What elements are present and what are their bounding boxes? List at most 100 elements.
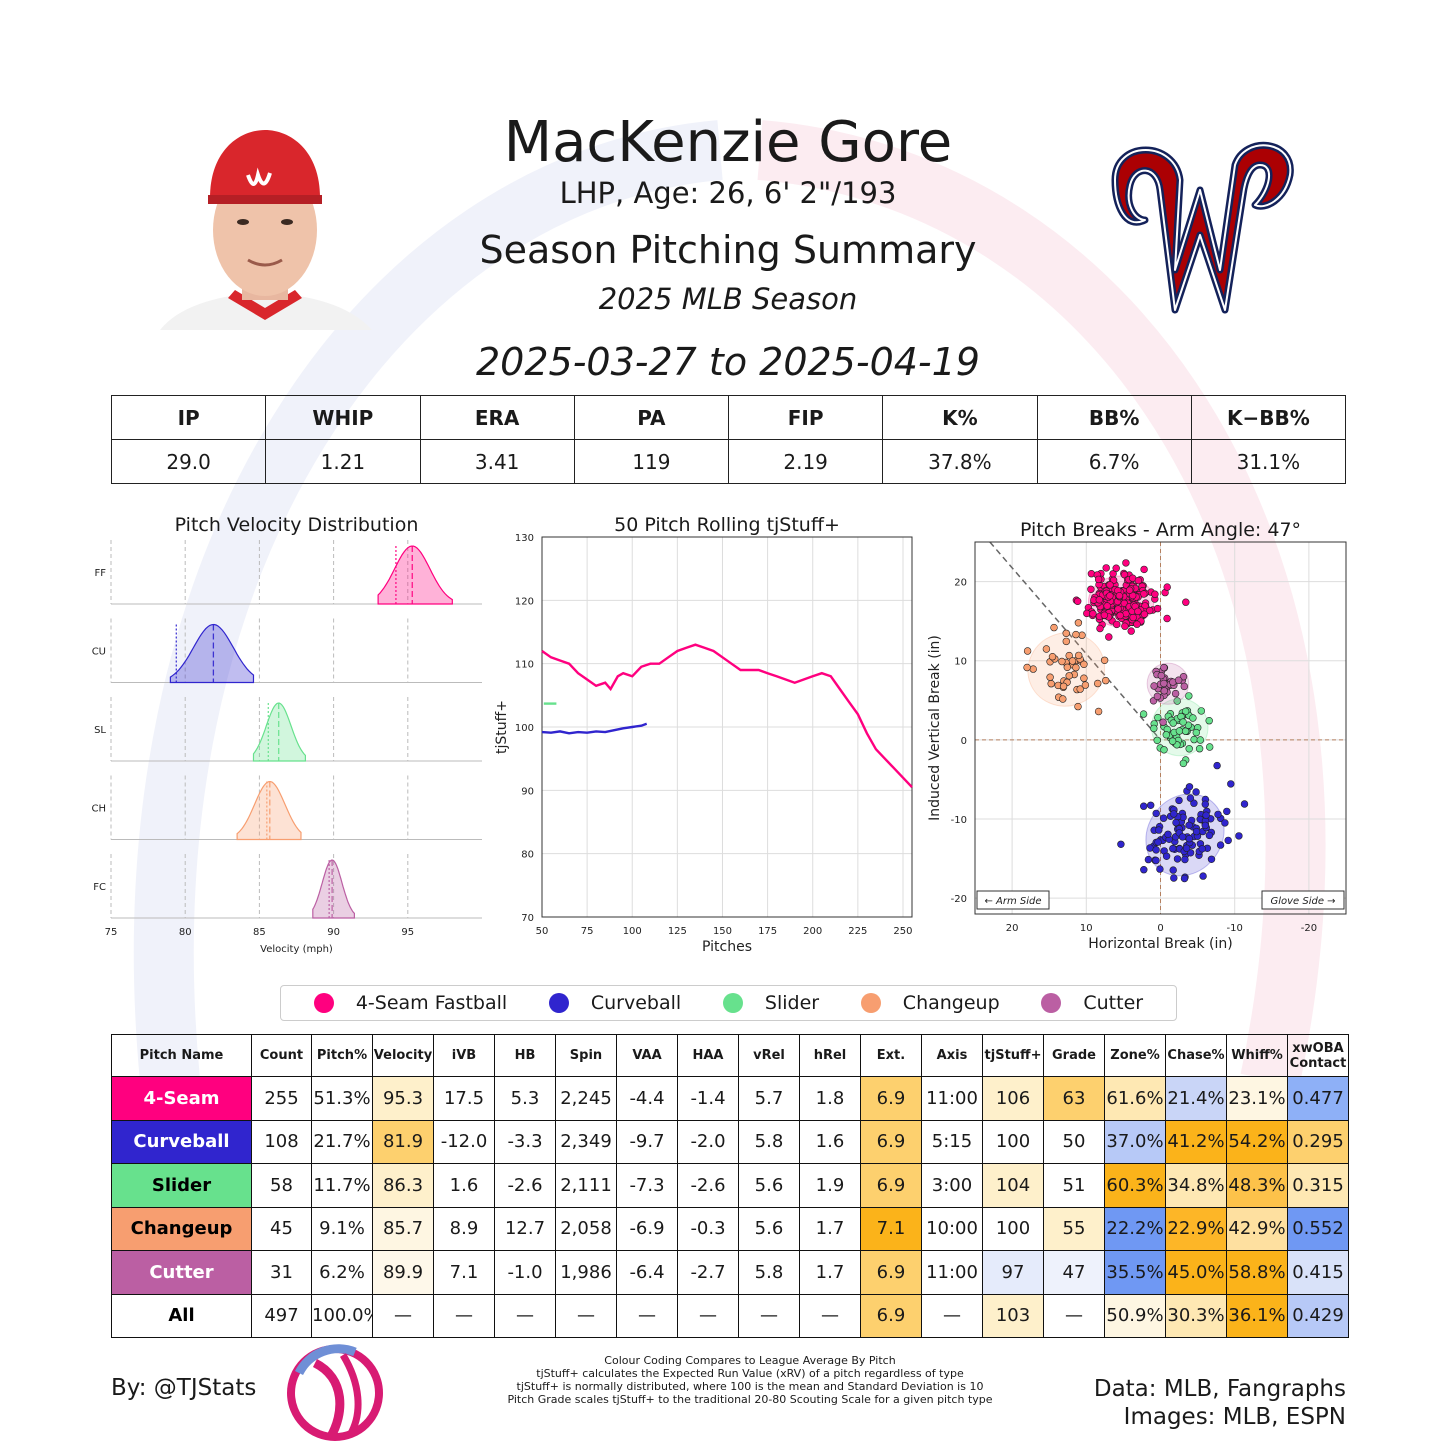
rolling-tjstuff-chart: 50 Pitch Rolling tjStuff+ 50 75 100 125 150 17…	[494, 514, 913, 955]
rolling-y-tick: 130	[515, 533, 534, 544]
break-point	[1151, 590, 1159, 598]
rolling-y-tick: 70	[521, 913, 534, 924]
pitch-metric-cell: 108	[251, 1119, 312, 1164]
break-point	[1214, 810, 1222, 819]
rolling-x-tick: 100	[623, 926, 642, 937]
pitch-metric-cell: 1.6	[433, 1163, 495, 1208]
velocity-chart-title: Pitch Velocity Distribution	[175, 514, 419, 536]
legend-label: Slider	[764, 992, 820, 1014]
break-point	[1154, 838, 1162, 846]
velocity-density-ff	[377, 545, 453, 605]
data-credit: Data: MLB, Fangraphs	[1093, 1376, 1346, 1402]
pitch-metric-cell: 58.8%	[1226, 1250, 1288, 1295]
break-point	[1185, 835, 1193, 843]
stat-header: BB%	[1036, 395, 1192, 440]
velocity-density-sl	[252, 702, 307, 762]
pitch-metric-cell: 21.4%	[1165, 1076, 1227, 1121]
pitch-metric-cell: 2,349	[555, 1119, 617, 1164]
pitch-metric-cell: 8.9	[433, 1206, 495, 1251]
player-name: MacKenzie Gore	[503, 110, 953, 175]
credits: Data: MLB, Fangraphs Images: MLB, ESPN	[1000, 1375, 1346, 1431]
break-point	[1227, 780, 1235, 788]
velocity-distribution-chart: Pitch Velocity Distribution FF CU SL CH FC 75 8…	[91, 514, 482, 955]
pitch-table-header: xwOBA Contact	[1287, 1034, 1349, 1077]
pitch-metric-cell: -2.6	[677, 1163, 739, 1208]
pitch-name-cell: All	[111, 1293, 252, 1338]
break-point	[1074, 619, 1083, 627]
pitch-metric-cell: 1.7	[799, 1206, 861, 1251]
break-point	[1080, 660, 1088, 669]
player-bio: LHP, Age: 26, 6' 2"/193	[559, 176, 897, 210]
break-point	[1068, 657, 1077, 665]
velocity-row-label: FC	[93, 882, 106, 893]
pitch-metric-cell: -2.0	[677, 1119, 739, 1164]
pitch-metric-cell: 51	[1043, 1163, 1105, 1208]
image-credit: Images: MLB, ESPN	[1123, 1404, 1346, 1430]
pitch-metric-cell: 58	[251, 1163, 312, 1208]
break-point	[1122, 559, 1130, 567]
break-point	[1157, 671, 1166, 680]
rolling-x-tick: 50	[536, 926, 549, 937]
break-point	[1113, 620, 1121, 629]
break-point	[1201, 821, 1209, 830]
pitch-metric-cell: 6.9	[860, 1076, 922, 1121]
pitch-metric-cell: 5.7	[738, 1076, 800, 1121]
break-point	[1059, 695, 1067, 703]
break-point	[1175, 796, 1183, 805]
break-point	[1125, 586, 1134, 594]
pitch-metric-cell: 50	[1043, 1119, 1105, 1164]
pitch-metric-cell: 51.3%	[311, 1076, 373, 1121]
pitch-metric-cell: 41.2%	[1165, 1119, 1227, 1164]
break-point	[1072, 630, 1080, 639]
pitch-metric-cell: 34.8%	[1165, 1163, 1227, 1208]
velocity-x-label: Velocity (mph)	[260, 944, 333, 955]
pitch-metric-cell: 85.7	[372, 1206, 434, 1251]
pitch-metric-cell: —	[799, 1293, 861, 1338]
break-point	[1095, 596, 1104, 604]
legend-item: Changeup	[860, 992, 1000, 1014]
pitch-metric-cell: 0.295	[1287, 1119, 1349, 1164]
break-point	[1134, 607, 1142, 616]
season-label: 2025 MLB Season	[598, 282, 858, 316]
break-point	[1065, 672, 1073, 680]
break-point	[1127, 627, 1135, 635]
pitch-metric-cell: —	[921, 1293, 983, 1338]
break-point	[1062, 637, 1071, 646]
pitch-metric-cell: —	[1043, 1293, 1105, 1338]
velocity-row-label: FF	[94, 568, 106, 579]
pitch-name-cell: Cutter	[111, 1250, 252, 1295]
break-point	[1202, 811, 1210, 819]
break-point	[1160, 687, 1169, 695]
pitch-table-header: HB	[494, 1034, 556, 1077]
break-point	[1087, 569, 1096, 578]
break-point	[1172, 818, 1180, 827]
pitch-metric-cell: 37.0%	[1104, 1119, 1166, 1164]
pitch-metric-cell: 21.7%	[311, 1119, 373, 1164]
pitch-legend: 4-Seam Fastball Curveball Slider Changeu…	[280, 985, 1177, 1021]
break-point	[1205, 831, 1214, 840]
rolling-y-tick: 80	[521, 850, 534, 861]
rolling-series-line-0	[541, 643, 913, 789]
velocity-row-label: CU	[92, 647, 106, 658]
pitch-metric-cell: 5:15	[921, 1119, 983, 1164]
pitch-metric-cell: 0.477	[1287, 1076, 1349, 1121]
break-point	[1207, 855, 1216, 863]
stat-value: 31.1%	[1190, 439, 1347, 484]
velocity-x-tick: 85	[253, 927, 266, 938]
date-range: 2025-03-27 to 2025-04-19	[476, 340, 980, 384]
legend-item: Slider	[722, 992, 820, 1014]
break-point	[1140, 590, 1148, 598]
pitch-metric-cell: 0.552	[1287, 1206, 1349, 1251]
footnotes: Colour Coding Compares to League Average…	[450, 1354, 1050, 1406]
pitch-metric-cell: 6.2%	[311, 1250, 373, 1295]
pitch-metric-cell: 12.7	[494, 1206, 556, 1251]
byline: By: @TJStats	[111, 1375, 257, 1401]
pitch-table-header: Count	[251, 1034, 312, 1077]
pitch-metric-cell: 5.8	[738, 1250, 800, 1295]
break-point	[1163, 614, 1171, 623]
summary-title: Season Pitching Summary	[479, 228, 977, 272]
pitch-table-header: Whiff%	[1226, 1034, 1288, 1077]
stat-value: 6.7%	[1036, 439, 1192, 484]
rolling-series-line-1	[541, 722, 648, 735]
break-point	[1087, 585, 1095, 594]
